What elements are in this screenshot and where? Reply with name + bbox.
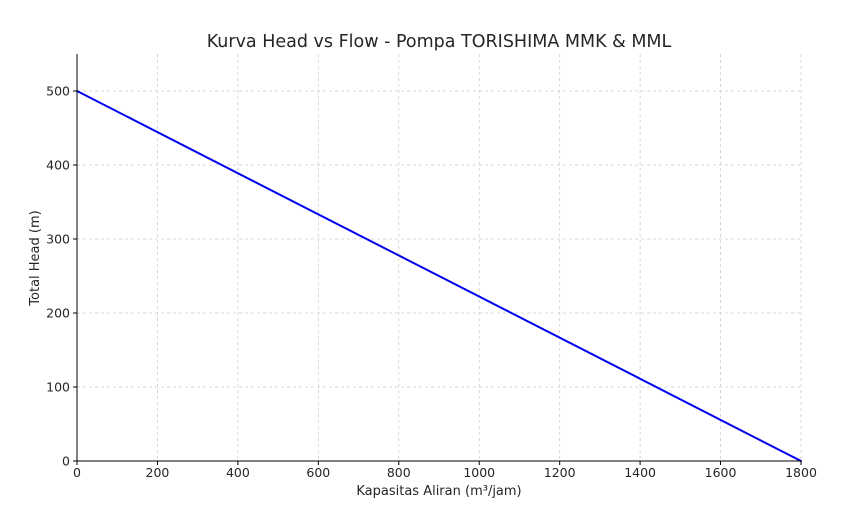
x-tick-label: 1000: [463, 465, 495, 480]
y-tick-label: 100: [46, 380, 70, 395]
axes: [76, 54, 801, 462]
ticks: 0 200 400 600 800 1000 1200 1400 1600 1800 0 100 200…: [46, 84, 817, 481]
x-tick-label: 400: [226, 465, 250, 480]
y-tick-label: 500: [46, 84, 70, 99]
x-tick-label: 0: [73, 465, 81, 480]
y-tick-label: 400: [46, 158, 70, 173]
x-tick-label: 800: [387, 465, 411, 480]
x-axis-label: Kapasitas Aliran (m³/jam): [356, 484, 521, 499]
grid: [76, 54, 802, 462]
x-tick-label: 1800: [785, 465, 817, 480]
x-tick-label: 1400: [624, 465, 656, 480]
x-tick-label: 200: [146, 465, 170, 480]
y-axis-label: Total Head (m): [28, 210, 43, 306]
chart-title: Kurva Head vs Flow - Pompa TORISHIMA MMK…: [207, 32, 672, 52]
x-tick-label: 1200: [544, 465, 576, 480]
series-line: [76, 90, 802, 462]
x-tick-label: 1600: [705, 465, 737, 480]
y-tick-label: 300: [46, 232, 70, 247]
series-layer: [76, 90, 802, 462]
x-tick-label: 600: [306, 465, 330, 480]
y-tick-label: 0: [62, 454, 70, 469]
y-tick-label: 200: [46, 306, 70, 321]
